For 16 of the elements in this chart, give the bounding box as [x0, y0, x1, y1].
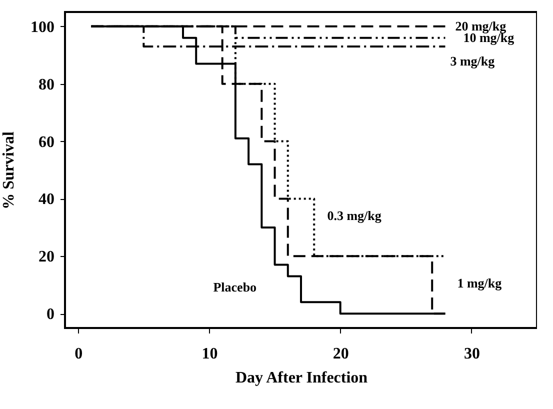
- series-label: 1 mg/kg: [457, 276, 502, 291]
- y-tick-label: 80: [38, 76, 54, 94]
- x-tick-label: 20: [332, 346, 349, 362]
- x-tick-label: 0: [74, 346, 83, 362]
- x-axis-title: Day After Infection: [235, 370, 368, 386]
- y-tick-label: 60: [38, 134, 54, 151]
- series-label: Placebo: [213, 280, 257, 295]
- series-label: 3 mg/kg: [450, 53, 496, 68]
- series-label: 0.3 mg/kg: [327, 208, 382, 224]
- y-tick-label: 20: [38, 248, 54, 266]
- x-tick-label: 30: [464, 346, 480, 362]
- y-tick-label: 100: [30, 18, 54, 36]
- y-tick-label: 40: [38, 191, 54, 208]
- y-tick-label: 0: [46, 306, 54, 324]
- y-axis-title: % Survival: [0, 131, 18, 210]
- x-tick-label: 10: [202, 346, 218, 362]
